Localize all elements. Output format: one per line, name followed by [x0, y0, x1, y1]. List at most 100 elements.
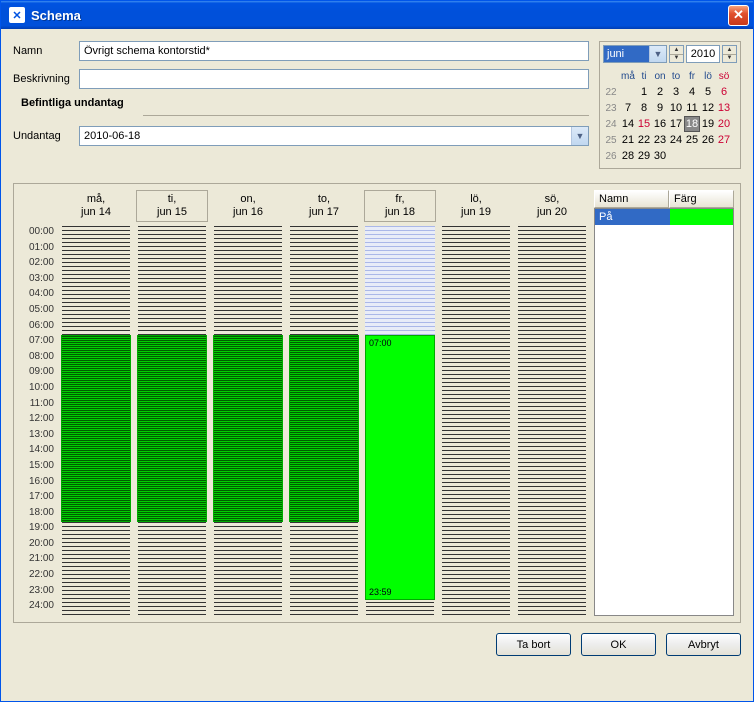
exception-select[interactable]: 2010-06-18 ▼ [79, 126, 589, 146]
calendar-day[interactable]: 16 [652, 116, 668, 132]
day-header[interactable]: sö,jun 20 [516, 190, 588, 222]
day-body[interactable] [60, 226, 132, 616]
calendar-day[interactable]: 10 [668, 100, 684, 116]
calendar-day[interactable]: 4 [684, 84, 700, 100]
calendar-day[interactable]: 29 [636, 148, 652, 164]
year-spinner[interactable]: ▲▼ [722, 45, 737, 63]
titlebar[interactable]: ✕ Schema ✕ [1, 1, 753, 29]
cancel-button[interactable]: Avbryt [666, 633, 741, 656]
desc-input[interactable] [79, 69, 589, 89]
calendar-day[interactable]: 2 [652, 84, 668, 100]
calendar-day[interactable] [620, 84, 636, 100]
calendar-day[interactable]: 6 [716, 84, 732, 100]
calendar-day[interactable]: 28 [620, 148, 636, 164]
calendar-day[interactable]: 8 [636, 100, 652, 116]
calendar-day[interactable]: 5 [700, 84, 716, 100]
calendar-dow: to [668, 68, 684, 84]
calendar-day[interactable]: 9 [652, 100, 668, 116]
calendar-day[interactable]: 12 [700, 100, 716, 116]
calendar-day[interactable]: 14 [620, 116, 636, 132]
calendar-day[interactable]: 23 [652, 132, 668, 148]
calendar-day[interactable]: 15 [636, 116, 652, 132]
time-label: 09:00 [20, 366, 60, 382]
time-label: 16:00 [20, 476, 60, 492]
calendar-week-num: 25 [602, 132, 620, 148]
day-body[interactable] [440, 226, 512, 616]
calendar-week-num: 24 [602, 116, 620, 132]
calendar-day[interactable] [700, 148, 716, 164]
calendar-day[interactable] [716, 148, 732, 164]
time-label: 13:00 [20, 429, 60, 445]
calendar-day[interactable]: 17 [668, 116, 684, 132]
day-header[interactable]: to,jun 17 [288, 190, 360, 222]
month-spinner[interactable]: ▲▼ [669, 45, 684, 63]
schedule-block[interactable] [61, 335, 131, 522]
time-label: 07:00 [20, 335, 60, 351]
chevron-down-icon[interactable]: ▼ [571, 127, 588, 145]
name-input[interactable] [79, 41, 589, 61]
calendar: juni ▼ ▲▼ 2010 ▲▼ måtiontofrlösö22123456… [599, 41, 741, 169]
calendar-day[interactable]: 30 [652, 148, 668, 164]
calendar-day[interactable]: 3 [668, 84, 684, 100]
time-label: 17:00 [20, 491, 60, 507]
day-header[interactable]: ti,jun 15 [136, 190, 208, 222]
calendar-day[interactable]: 1 [636, 84, 652, 100]
legend-col-name: Namn [594, 190, 669, 208]
day-column: fr,jun 18 07:0023:59 [364, 190, 436, 616]
time-label: 10:00 [20, 382, 60, 398]
calendar-day[interactable]: 20 [716, 116, 732, 132]
day-header[interactable]: lö,jun 19 [440, 190, 512, 222]
day-body[interactable] [212, 226, 284, 616]
year-value[interactable]: 2010 [686, 45, 720, 63]
calendar-day[interactable]: 24 [668, 132, 684, 148]
section-title: Befintliga undantag [21, 97, 589, 109]
calendar-dow: må [620, 68, 636, 84]
schedule-block[interactable]: 07:0023:59 [365, 335, 435, 600]
schedule-block[interactable] [365, 226, 435, 335]
app-icon: ✕ [9, 7, 25, 23]
desc-label: Beskrivning [13, 73, 73, 85]
day-header[interactable]: fr,jun 18 [364, 190, 436, 222]
calendar-day[interactable]: 13 [716, 100, 732, 116]
calendar-day[interactable]: 22 [636, 132, 652, 148]
day-body[interactable]: 07:0023:59 [364, 226, 436, 616]
close-icon[interactable]: ✕ [728, 5, 749, 26]
time-label: 01:00 [20, 242, 60, 258]
calendar-dow: on [652, 68, 668, 84]
calendar-week-num: 23 [602, 100, 620, 116]
calendar-dow: fr [684, 68, 700, 84]
schedule-block[interactable] [137, 335, 207, 522]
calendar-day[interactable]: 11 [684, 100, 700, 116]
day-body[interactable] [288, 226, 360, 616]
day-body[interactable] [516, 226, 588, 616]
calendar-day[interactable]: 26 [700, 132, 716, 148]
time-axis: 00:0001:0002:0003:0004:0005:0006:0007:00… [20, 190, 60, 616]
day-header[interactable]: må,jun 14 [60, 190, 132, 222]
ok-button[interactable]: OK [581, 633, 656, 656]
day-header[interactable]: on,jun 16 [212, 190, 284, 222]
schedule-block[interactable] [213, 335, 283, 522]
time-label: 23:00 [20, 585, 60, 601]
schedule-block[interactable] [289, 335, 359, 522]
calendar-day[interactable]: 27 [716, 132, 732, 148]
legend: Namn Färg På [594, 190, 734, 616]
calendar-day[interactable]: 19 [700, 116, 716, 132]
calendar-day[interactable]: 21 [620, 132, 636, 148]
calendar-dow: ti [636, 68, 652, 84]
calendar-day[interactable] [684, 148, 700, 164]
delete-button[interactable]: Ta bort [496, 633, 571, 656]
calendar-day[interactable]: 7 [620, 100, 636, 116]
day-column: on,jun 16 [212, 190, 284, 616]
month-select[interactable]: juni ▼ [603, 45, 667, 63]
day-column: to,jun 17 [288, 190, 360, 616]
calendar-day[interactable] [668, 148, 684, 164]
block-start-label: 07:00 [369, 338, 392, 348]
time-label: 05:00 [20, 304, 60, 320]
calendar-day[interactable]: 18 [684, 116, 700, 132]
time-label: 02:00 [20, 257, 60, 273]
day-body[interactable] [136, 226, 208, 616]
legend-row[interactable]: På [595, 209, 733, 225]
chevron-down-icon[interactable]: ▼ [649, 46, 666, 62]
time-label: 14:00 [20, 444, 60, 460]
calendar-day[interactable]: 25 [684, 132, 700, 148]
